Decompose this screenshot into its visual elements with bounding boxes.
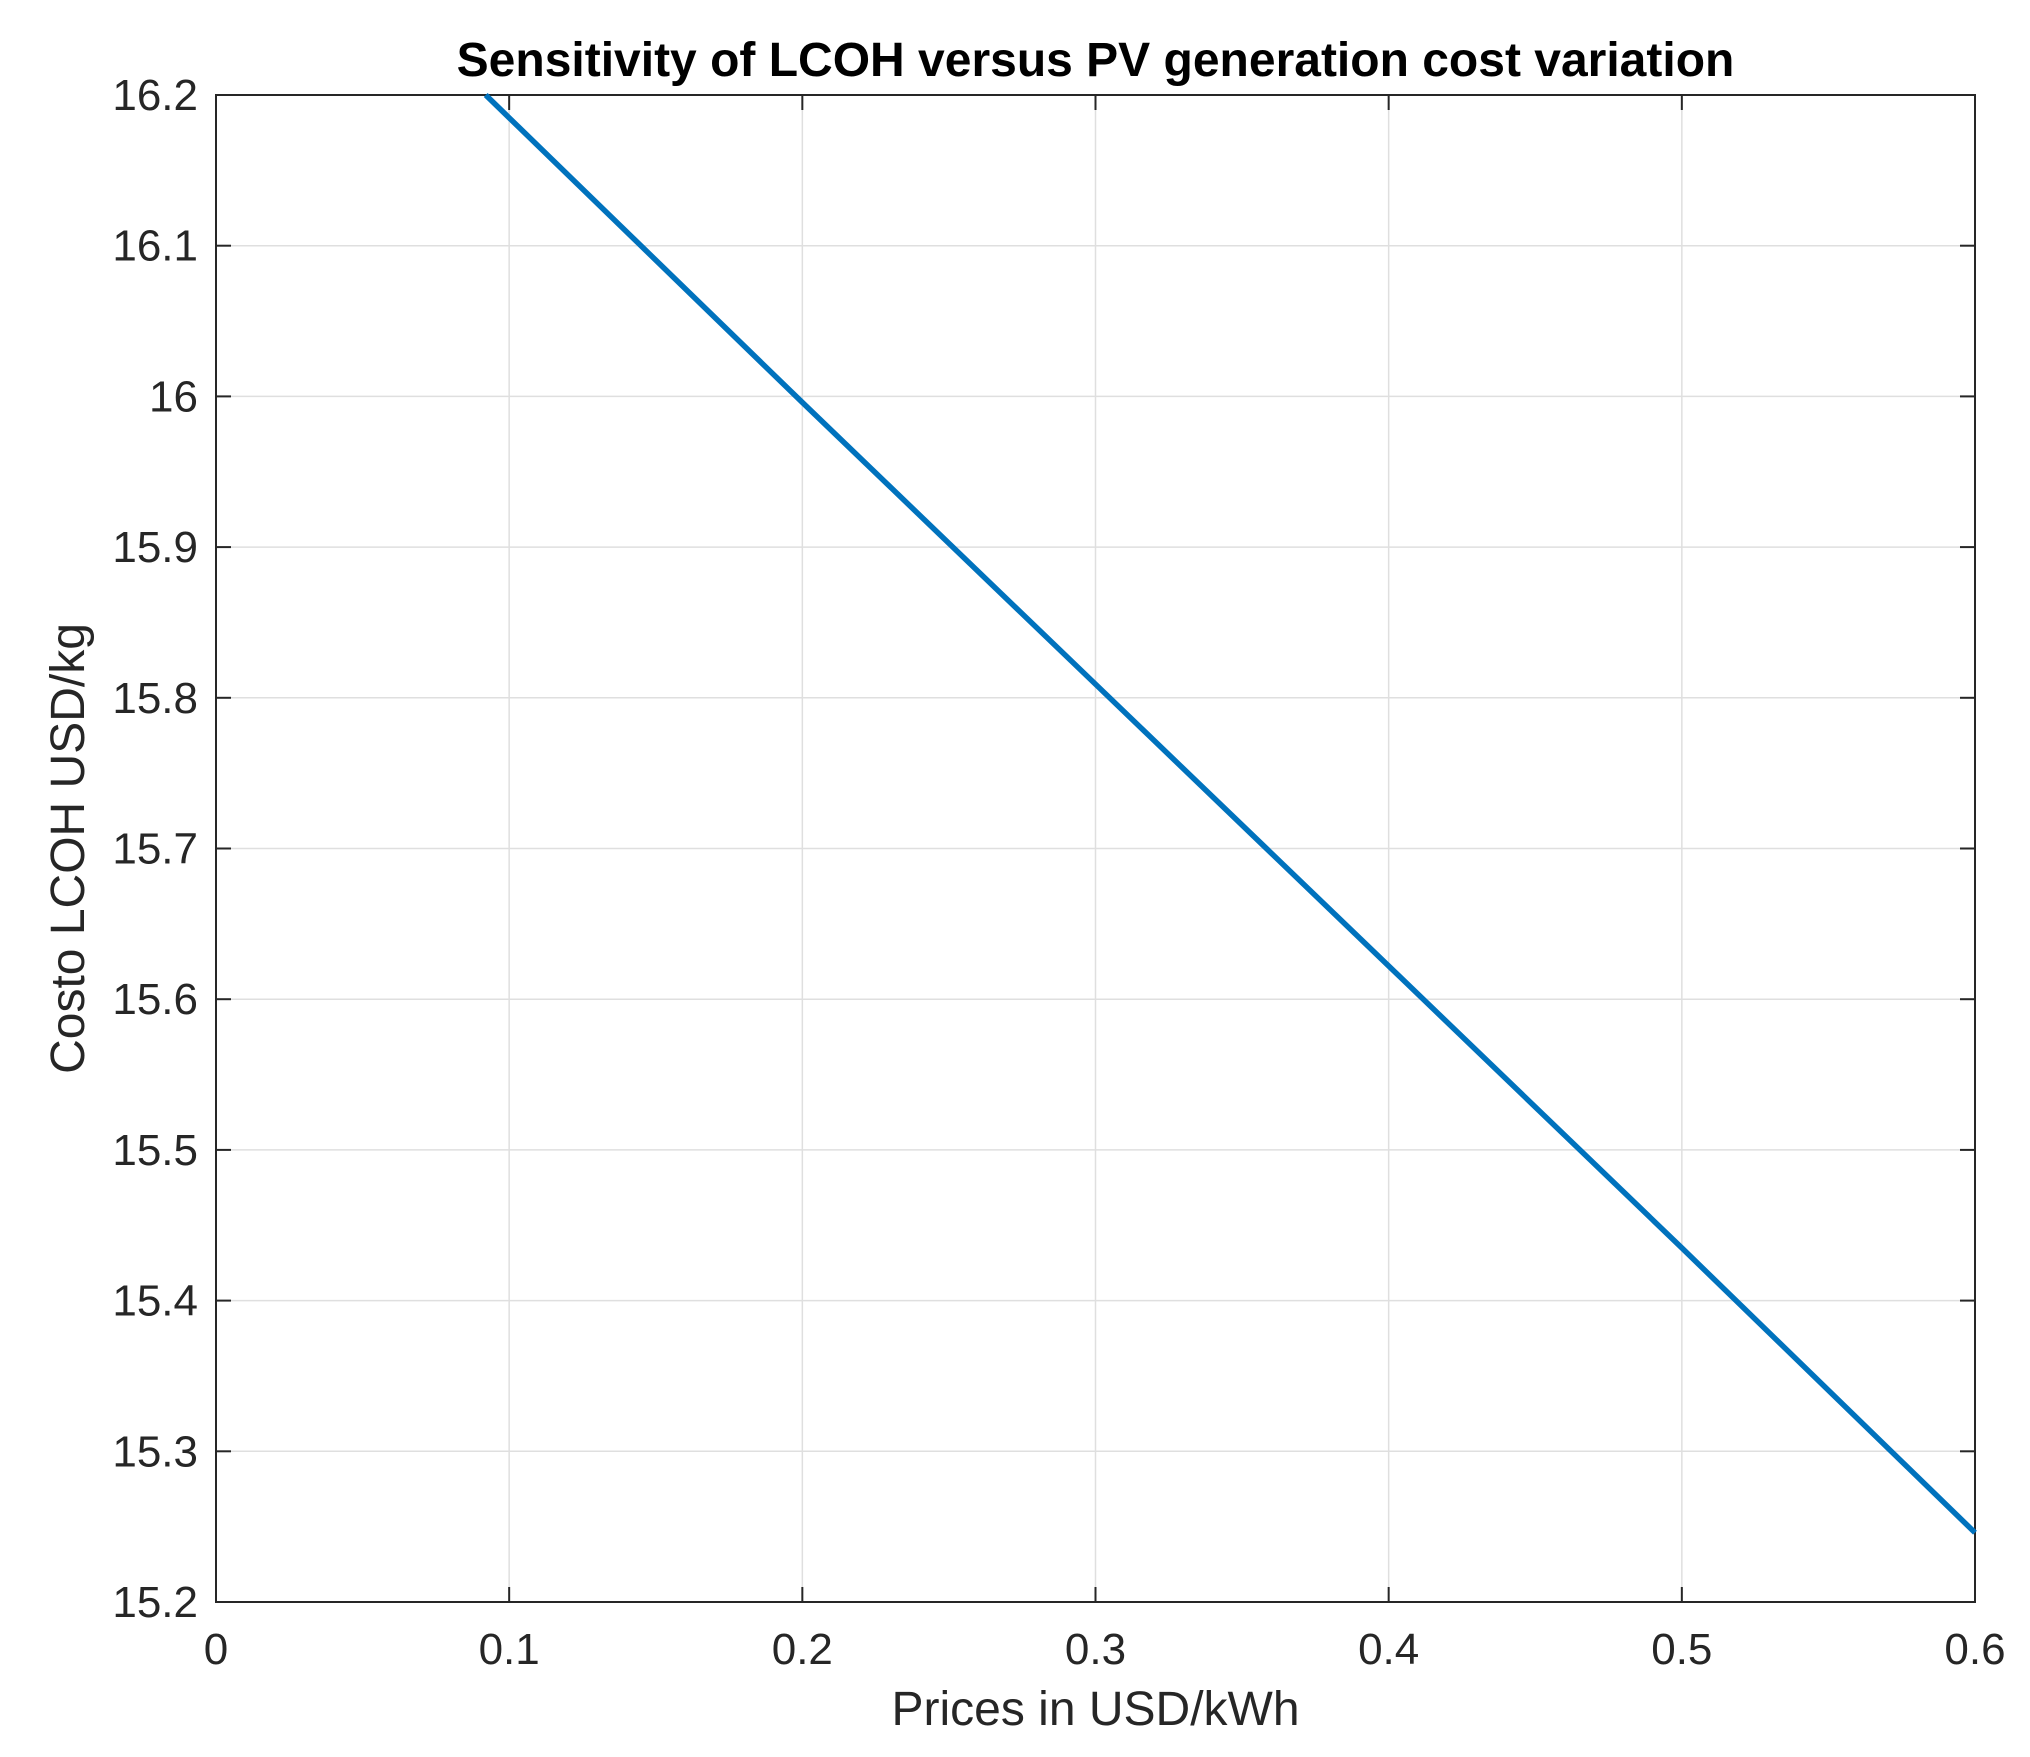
x-tick-label: 0.4 (1358, 1625, 1419, 1674)
y-tick-label: 15.4 (112, 1277, 198, 1326)
x-tick-label: 0.3 (1065, 1625, 1126, 1674)
x-tick-label: 0.6 (1944, 1625, 2005, 1674)
y-tick-label: 15.2 (112, 1578, 198, 1627)
y-tick-label: 15.7 (112, 825, 198, 874)
tick-marks (215, 94, 1976, 1603)
y-tick-label: 15.6 (112, 975, 198, 1024)
y-tick-label: 16.2 (112, 71, 198, 120)
x-tick-label: 0 (204, 1625, 228, 1674)
series-line-lcoh (483, 93, 1977, 1535)
series-layer (483, 93, 1977, 1535)
x-axis-title: Prices in USD/kWh (891, 1683, 1299, 1736)
y-tick-label: 15.3 (112, 1427, 198, 1476)
x-tick-labels: 0 0.1 0.2 0.3 0.4 0.5 0.6 (204, 1625, 2006, 1674)
y-tick-label: 16.1 (112, 222, 198, 271)
x-tick-label: 0.2 (772, 1625, 833, 1674)
y-tick-label: 15.9 (112, 523, 198, 572)
y-tick-label: 15.8 (112, 674, 198, 723)
y-axis-title: Costo LCOH USD/kg (42, 623, 95, 1074)
y-tick-label: 15.5 (112, 1126, 198, 1175)
x-tick-label: 0.5 (1651, 1625, 1712, 1674)
y-tick-labels: 15.2 15.3 15.4 15.5 15.6 15.7 15.8 15.9 16 16.1 16… (112, 71, 198, 1627)
chart-title: Sensitivity of LCOH versus PV generation… (457, 34, 1735, 87)
y-tick-label: 16 (149, 372, 198, 421)
x-tick-label: 0.1 (479, 1625, 540, 1674)
